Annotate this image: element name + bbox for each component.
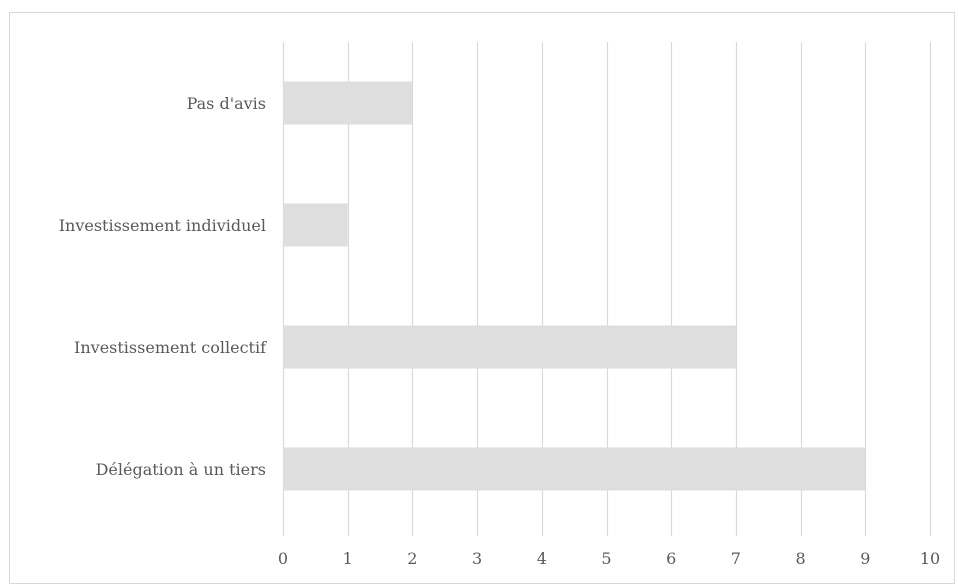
bars bbox=[283, 81, 866, 491]
category-label: Investissement individuel bbox=[59, 216, 266, 235]
x-tick-label: 2 bbox=[407, 549, 417, 568]
category-labels: Pas d'avis Investissement individuel Inves… bbox=[59, 94, 267, 479]
x-tick-label: 7 bbox=[731, 549, 741, 568]
category-label: Investissement collectif bbox=[74, 338, 267, 357]
x-axis-tick-labels: 0 1 2 3 4 5 6 7 8 9 10 bbox=[278, 549, 940, 568]
bar bbox=[283, 447, 866, 491]
bar bbox=[283, 81, 413, 125]
x-tick-label: 9 bbox=[860, 549, 870, 568]
x-tick-label: 10 bbox=[920, 549, 940, 568]
bar bbox=[283, 203, 348, 247]
bar bbox=[283, 325, 736, 369]
category-label: Pas d'avis bbox=[187, 94, 266, 113]
x-tick-label: 4 bbox=[537, 549, 547, 568]
x-tick-label: 1 bbox=[343, 549, 353, 568]
x-tick-label: 3 bbox=[472, 549, 482, 568]
x-tick-label: 5 bbox=[601, 549, 611, 568]
category-label: Délégation à un tiers bbox=[96, 460, 266, 479]
x-tick-label: 6 bbox=[666, 549, 676, 568]
x-tick-label: 8 bbox=[796, 549, 806, 568]
x-tick-label: 0 bbox=[278, 549, 288, 568]
